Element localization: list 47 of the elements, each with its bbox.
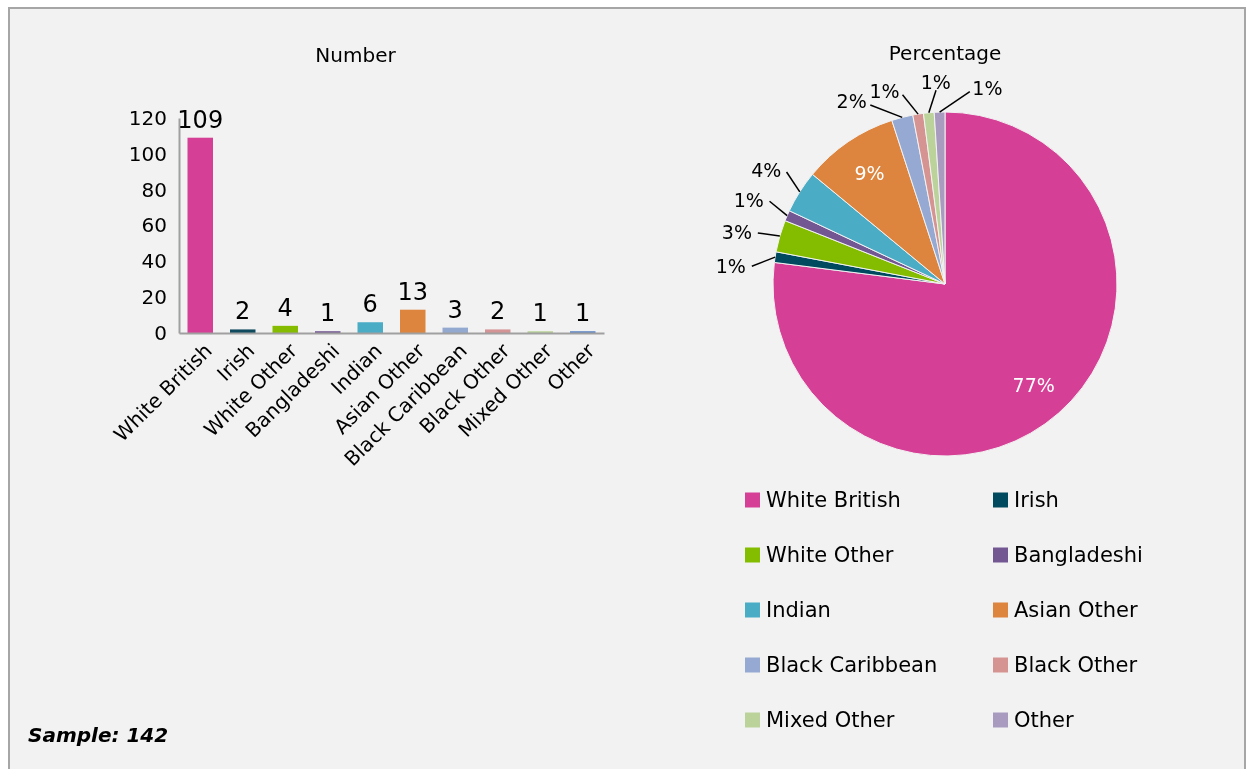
data-label: 1%	[733, 188, 764, 211]
legend-label: White Other	[766, 543, 894, 567]
chart-title: Number	[315, 43, 397, 67]
data-label: 1%	[920, 71, 951, 94]
data-label: 2	[490, 297, 506, 326]
bar	[400, 309, 426, 333]
y-tick-label: 0	[154, 320, 167, 345]
bar	[485, 329, 511, 333]
data-label: 1%	[869, 79, 900, 102]
y-tick-label: 100	[128, 141, 167, 166]
data-label: 1	[320, 299, 336, 328]
legend-label: Black Caribbean	[766, 653, 938, 677]
data-label: 1%	[972, 76, 1003, 99]
data-label: 9%	[854, 162, 885, 185]
data-label: 13	[397, 277, 429, 306]
data-label: 6	[362, 290, 378, 319]
data-label: 2	[235, 297, 251, 326]
legend-label: Indian	[766, 598, 831, 622]
bar	[230, 329, 256, 333]
data-label: 1	[532, 299, 548, 328]
legend-label: Irish	[1014, 488, 1059, 512]
data-label: 77%	[1012, 373, 1055, 396]
data-label: 3%	[721, 220, 752, 243]
legend-label: Mixed Other	[766, 708, 895, 732]
bar	[357, 322, 383, 333]
bar	[272, 325, 298, 333]
legend-label: Bangladeshi	[1014, 543, 1143, 567]
bar	[442, 327, 468, 333]
legend-label: Black Other	[1014, 653, 1138, 677]
data-label: 4	[277, 293, 293, 322]
data-label: 4%	[751, 158, 782, 181]
data-label: 109	[177, 105, 224, 134]
data-label: 1	[575, 299, 591, 328]
bar	[187, 137, 213, 333]
legend-label: Asian Other	[1014, 598, 1138, 622]
y-tick-label: 60	[141, 213, 167, 238]
data-label: 2%	[836, 90, 867, 113]
y-tick-label: 80	[141, 177, 167, 202]
y-tick-label: 40	[141, 249, 167, 274]
y-tick-label: 120	[128, 105, 167, 130]
text: Sample: 142	[28, 723, 169, 747]
chart-title: Percentage	[888, 41, 1002, 65]
legend-label: White British	[766, 488, 901, 512]
y-tick-label: 20	[141, 285, 167, 310]
legend-label: Other	[1014, 708, 1074, 732]
data-label: 1%	[715, 254, 746, 277]
data-label: 3	[447, 295, 463, 324]
